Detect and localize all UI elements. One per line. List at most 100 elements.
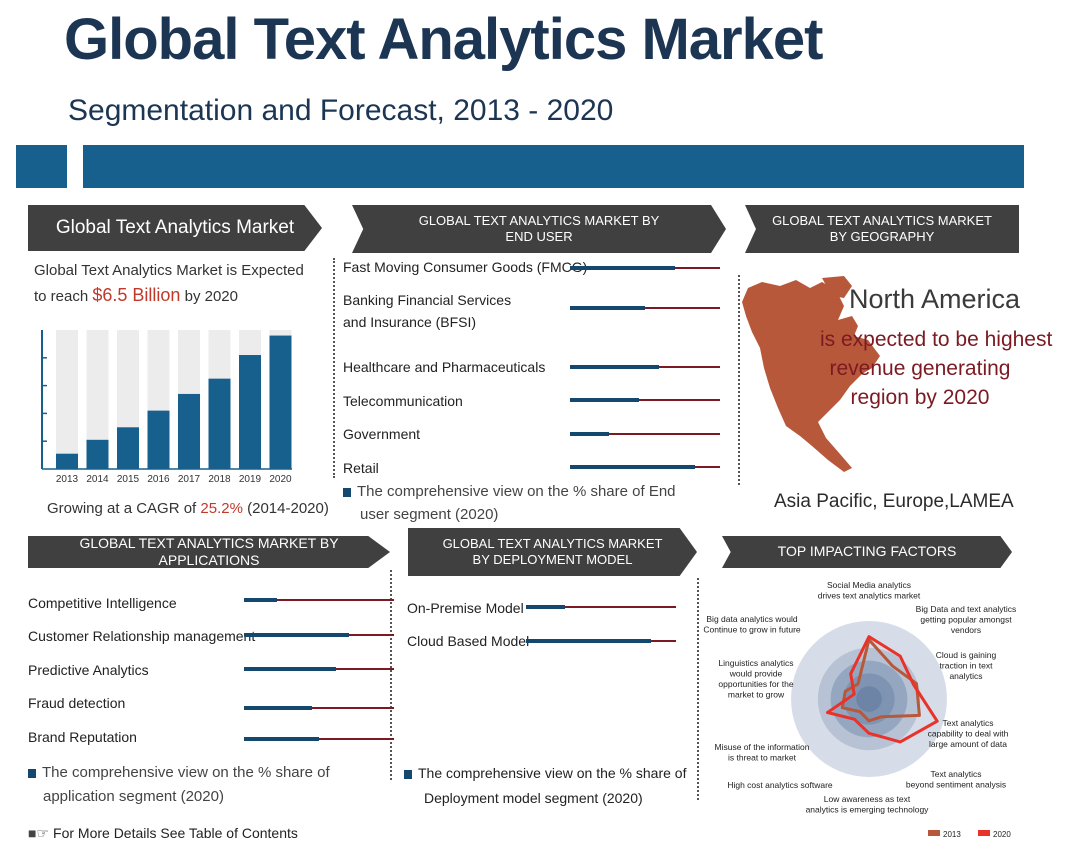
end-user-bar-track: [570, 433, 720, 435]
end-user-bar-fill: [570, 266, 675, 270]
end-user-banner: GLOBAL TEXT ANALYTICS MARKET BY END USER: [352, 205, 726, 253]
app-note-line1: The comprehensive view on the % share of: [28, 764, 330, 781]
cagr-prefix: Growing at a CAGR of: [47, 500, 201, 517]
bar-label-2016: 2016: [147, 474, 170, 485]
end-user-label-government: Government: [343, 426, 421, 442]
impacting-factors-radar: Social Media analytics drives text analyt…: [703, 580, 1017, 839]
bar-2015: [117, 427, 139, 469]
application-bar-fill: [244, 667, 336, 671]
end-user-bar-fill: [570, 398, 639, 402]
end-user-bar-track: [570, 307, 720, 309]
geography-banner: GLOBAL TEXT ANALYTICS MARKET BY GEOGRAPHY: [745, 205, 1019, 253]
application-bar-track: [244, 738, 394, 740]
radar-axis-label: Low awareness as text analytics is emergi…: [806, 794, 930, 815]
bar-label-2014: 2014: [86, 474, 109, 485]
page-subtitle: Segmentation and Forecast, 2013 - 2020: [68, 94, 614, 127]
legend-label-2013: 2013: [943, 830, 961, 839]
radar-axis-label: Misuse of the information is threat to ma…: [715, 742, 810, 763]
market-desc-line2: to reach $6.5 Billion by 2020: [34, 285, 238, 306]
application-bar-fill: [244, 598, 277, 602]
market-desc-line1: Global Text Analytics Market is Expected: [34, 262, 304, 279]
greenland-shape: [822, 276, 852, 298]
radar-ring: [856, 686, 882, 712]
legend-square-icon: [28, 768, 36, 778]
radar-axis-label: Big Data and text analytics getting popul…: [916, 604, 1017, 635]
legend-square-icon: [343, 487, 351, 497]
market-growth-chart: 2013 2014 2015 2016 2017 2018 2019 2020: [41, 330, 292, 485]
page-title: Global Text Analytics Market: [64, 7, 823, 72]
end-user-label-healthcare: Healthcare and Pharmaceuticals: [343, 359, 546, 375]
deployment-note-line1: The comprehensive view on the % share of: [404, 765, 686, 781]
geography-desc-line2: revenue generating: [829, 357, 1011, 380]
legend-square-icon: [404, 769, 412, 779]
end-user-bar-fill: [570, 365, 659, 369]
bar-2013: [56, 453, 78, 469]
end-user-bar-fill: [570, 465, 695, 469]
radar-series-2013: [840, 638, 921, 723]
deployment-bar-track: [526, 606, 676, 608]
end-user-label-fmcg: Fast Moving Consumer Goods (FMCG): [343, 259, 588, 275]
bar-label-2013: 2013: [56, 474, 79, 485]
market-desc-prefix: to reach: [34, 288, 93, 305]
header-band: [83, 145, 1024, 188]
application-bar-fill: [244, 633, 349, 637]
applications-banner: GLOBAL TEXT ANALYTICS MARKET BY APPLICAT…: [28, 536, 390, 568]
radar-series-2020: [826, 635, 939, 744]
legend-swatch-2020: [978, 830, 990, 836]
geography-banner-line1: GLOBAL TEXT ANALYTICS MARKET: [772, 212, 992, 228]
end-user-divider: [333, 258, 335, 478]
bar-background: [86, 330, 109, 469]
legend-label-2020: 2020: [993, 830, 1011, 839]
header-band-small: [16, 145, 67, 188]
bar-2019: [239, 355, 261, 469]
radar-axis-label: Big data analytics would Continue to grow…: [703, 614, 801, 635]
north-america-map: [742, 276, 880, 472]
radar-axis-label: Cloud is gaining traction in text analytic…: [936, 650, 997, 681]
deployment-bar-fill: [526, 639, 651, 643]
bar-label-2018: 2018: [208, 474, 231, 485]
deployment-banner: GLOBAL TEXT ANALYTICS MARKET BY DEPLOYMEN…: [408, 528, 697, 576]
app-label-crm: Customer Relationship management: [28, 628, 256, 644]
application-bar-fill: [244, 706, 312, 710]
application-bar-track: [244, 707, 394, 709]
footer-note[interactable]: ■☞ For More Details See Table of Contents: [28, 825, 298, 842]
deployment-label-onpremise: On-Premise Model: [407, 600, 524, 616]
footer-text: For More Details See Table of Contents: [53, 825, 298, 841]
bar-2016: [147, 410, 170, 469]
app-label-fraud: Fraud detection: [28, 695, 126, 711]
deployment-banner-line2: BY DEPLOYMENT MODEL: [472, 552, 633, 567]
end-user-label-retail: Retail: [343, 460, 379, 476]
application-bar-track: [244, 599, 394, 601]
factors-banner-label: TOP IMPACTING FACTORS: [777, 543, 957, 560]
end-user-banner-line1: GLOBAL TEXT ANALYTICS MARKET BY: [418, 212, 660, 228]
radar-axis-label: Text analytics capability to deal with lar…: [928, 718, 1009, 749]
end-user-note-line1: The comprehensive view on the % share of…: [343, 483, 676, 500]
bar-2014: [86, 439, 109, 469]
geography-desc-line1: is expected to be highest: [820, 328, 1053, 351]
deployment-label-cloud: Cloud Based Model: [407, 633, 530, 649]
app-note-text: The comprehensive view on the % share of: [42, 764, 330, 781]
radar-axis-label: Text analytics beyond sentiment analysis: [906, 769, 1006, 790]
end-user-label-telecom: Telecommunication: [343, 393, 463, 409]
market-banner: Global Text Analytics Market: [28, 205, 322, 251]
bar-label-2017: 2017: [178, 474, 201, 485]
geography-others: Asia Pacific, Europe,LAMEA: [774, 491, 1014, 512]
pointer-hand-icon: ■☞: [28, 825, 50, 841]
end-user-bar-track: [570, 399, 720, 401]
radar-axis-label: High cost analytics software: [727, 780, 833, 790]
cagr-suffix: (2014-2020): [242, 500, 329, 517]
cagr-text: Growing at a CAGR of 25.2% (2014-2020): [47, 500, 329, 517]
bar-2018: [208, 378, 231, 469]
radar-axis-label: Social Media analytics drives text analyt…: [818, 580, 921, 601]
end-user-note-line2: user segment (2020): [360, 506, 499, 523]
geography-banner-line2: BY GEOGRAPHY: [829, 229, 935, 244]
market-value: $6.5 Billion: [92, 285, 181, 305]
geography-region: North America: [849, 284, 1021, 314]
end-user-banner-line2: END USER: [505, 229, 573, 244]
bar-2017: [178, 393, 200, 469]
market-desc-suffix: by 2020: [180, 288, 238, 305]
deployment-banner-line1: GLOBAL TEXT ANALYTICS MARKET: [442, 535, 663, 551]
bar-background: [56, 330, 78, 469]
north-america-shape: [742, 280, 880, 472]
deployment-bar-fill: [526, 605, 565, 609]
